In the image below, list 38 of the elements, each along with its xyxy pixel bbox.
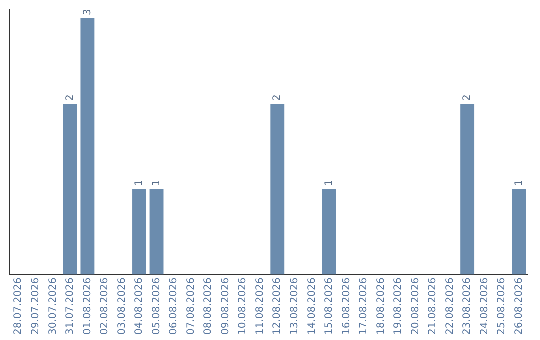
x-tick-label: 13.08.2026 — [289, 278, 300, 336]
data-label: 3 — [82, 9, 94, 16]
x-tick-label: 22.08.2026 — [444, 278, 456, 336]
x-tick-label: 04.08.2026 — [134, 278, 146, 336]
x-tick-label: 17.08.2026 — [358, 278, 370, 336]
data-label: 1 — [324, 180, 336, 186]
x-tick-label: 24.08.2026 — [479, 278, 490, 336]
x-tick-label: 29.07.2026 — [30, 278, 42, 336]
x-tick-label: 01.08.2026 — [82, 278, 94, 336]
x-tick-label: 06.08.2026 — [168, 278, 180, 336]
data-label: 1 — [151, 180, 162, 186]
x-tick-label: 12.08.2026 — [272, 278, 284, 336]
x-tick-label: 09.08.2026 — [220, 278, 232, 336]
data-label: 1 — [134, 180, 146, 186]
x-tick-label: 11.08.2026 — [254, 278, 266, 336]
data-label: 1 — [514, 180, 525, 186]
x-tick-label: 20.08.2026 — [410, 278, 422, 336]
x-tick-label: 28.07.2026 — [13, 278, 24, 336]
x-tick-label: 23.08.2026 — [462, 278, 474, 336]
x-tick-label: 30.07.2026 — [48, 278, 59, 336]
data-label: 2 — [272, 94, 284, 101]
x-tick-label: 31.07.2026 — [65, 278, 76, 336]
data-label: 2 — [65, 94, 76, 101]
x-tick-label: 21.08.2026 — [428, 278, 439, 336]
x-tick-label: 18.08.2026 — [376, 278, 387, 336]
x-tick-label: 10.08.2026 — [238, 278, 249, 336]
x-tick-label: 19.08.2026 — [393, 278, 404, 336]
x-tick-label: 15.08.2026 — [324, 278, 336, 336]
x-tick-label: 25.08.2026 — [496, 278, 508, 336]
x-tick-label: 16.08.2026 — [341, 278, 352, 336]
x-tick-label: 03.08.2026 — [116, 278, 128, 336]
x-tick-label: 14.08.2026 — [306, 278, 318, 336]
data-label: 2 — [462, 94, 474, 101]
x-tick-label: 02.08.2026 — [100, 278, 111, 336]
x-tick-label: 05.08.2026 — [151, 278, 162, 336]
x-tick-label: 08.08.2026 — [203, 278, 214, 336]
x-tick-label: 26.08.2026 — [514, 278, 525, 336]
x-tick-label: 07.08.2026 — [186, 278, 197, 336]
